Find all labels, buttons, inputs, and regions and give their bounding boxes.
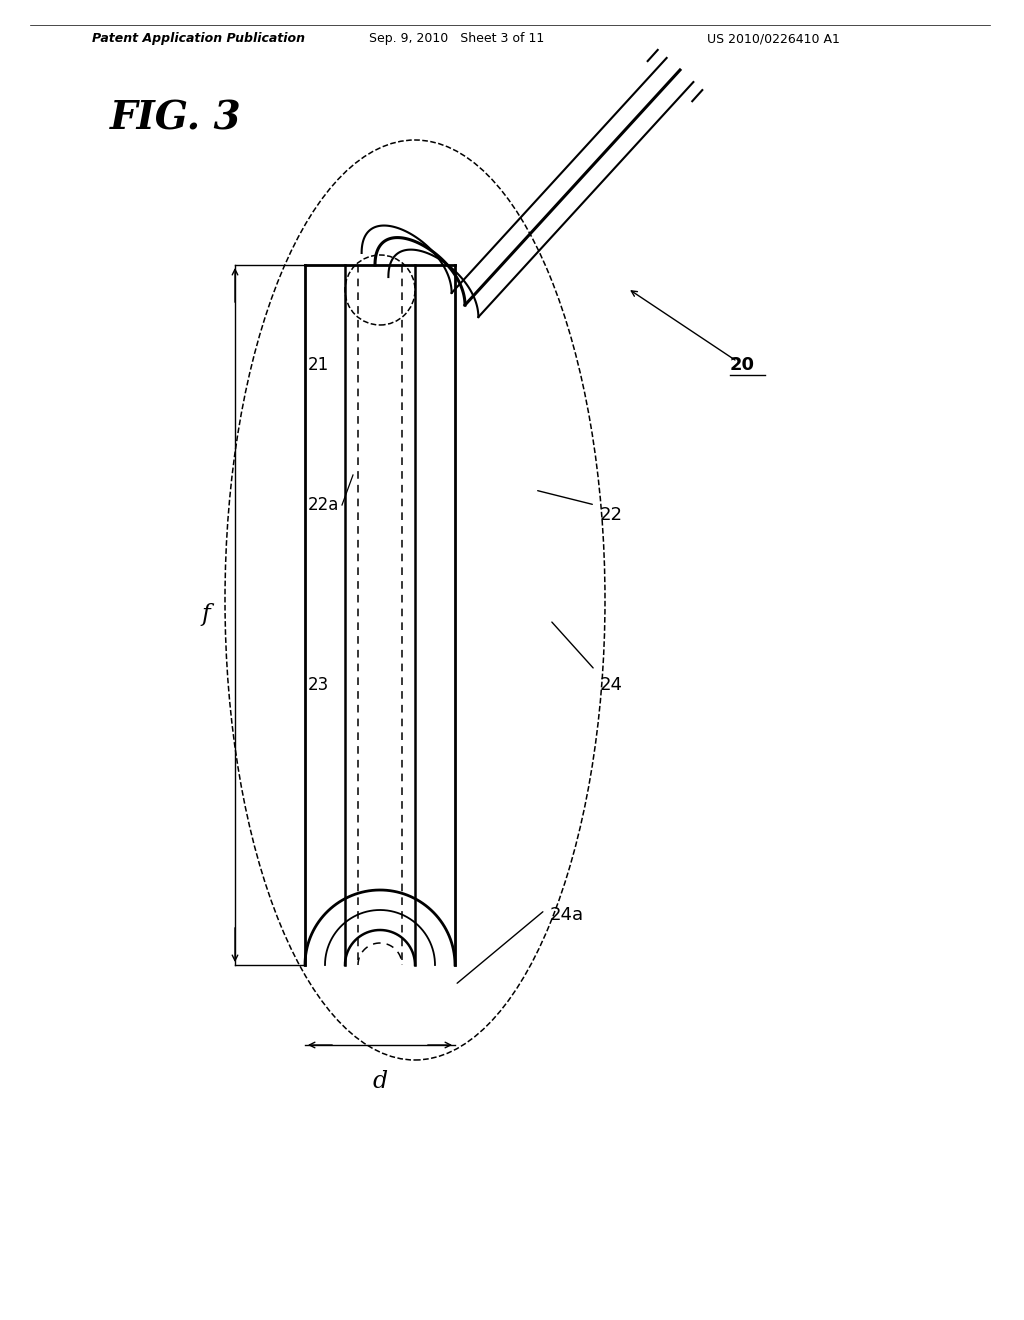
Text: Patent Application Publication: Patent Application Publication — [92, 32, 305, 45]
Text: Sep. 9, 2010   Sheet 3 of 11: Sep. 9, 2010 Sheet 3 of 11 — [369, 32, 544, 45]
Text: 20: 20 — [730, 356, 755, 374]
Text: FIG. 3: FIG. 3 — [110, 100, 242, 139]
Text: f: f — [202, 603, 210, 627]
Text: US 2010/0226410 A1: US 2010/0226410 A1 — [707, 32, 840, 45]
Text: 21: 21 — [308, 356, 330, 374]
Text: 22a: 22a — [308, 496, 339, 513]
Text: 24a: 24a — [550, 906, 584, 924]
Text: 23: 23 — [308, 676, 330, 694]
Text: 24: 24 — [600, 676, 623, 694]
Text: 22: 22 — [600, 506, 623, 524]
Text: d: d — [373, 1071, 387, 1093]
